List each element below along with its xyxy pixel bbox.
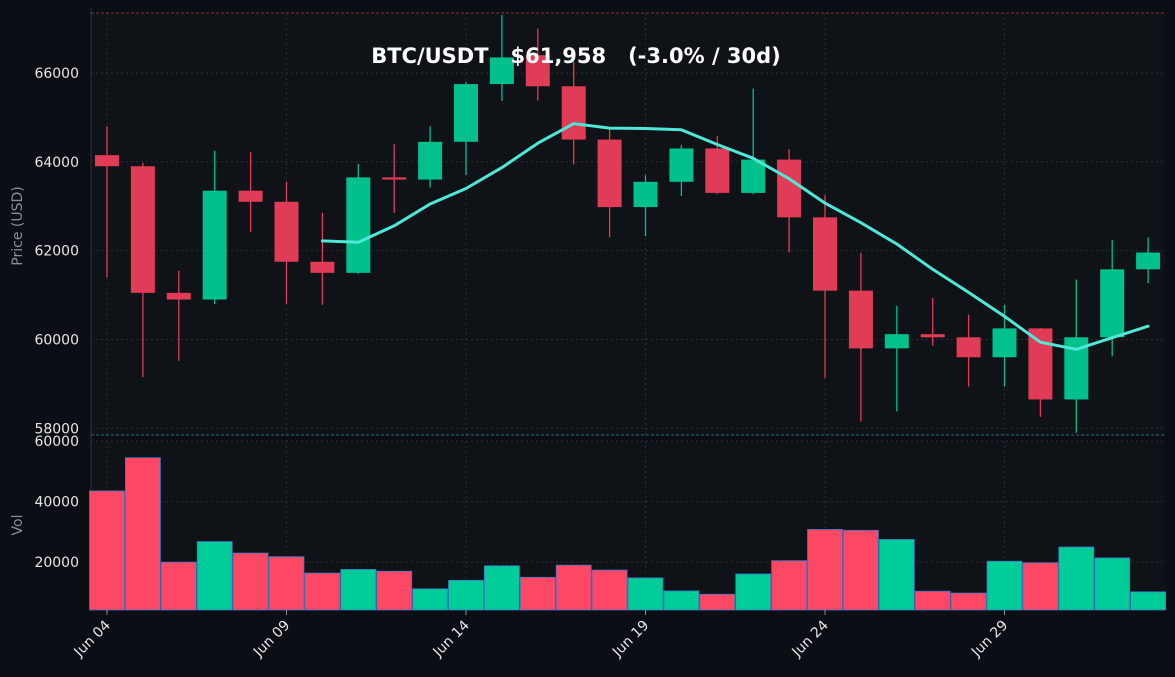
volume-bar (771, 560, 807, 611)
volume-bar (843, 529, 879, 611)
candle-body (238, 190, 263, 202)
candle-body (741, 159, 766, 193)
gridlines (90, 8, 1165, 610)
candlesticks (95, 15, 1161, 433)
candle-body (382, 177, 407, 180)
volume-bar (1130, 591, 1166, 611)
volume-tick-label: 40000 (34, 495, 79, 511)
volume-bar (125, 457, 161, 611)
candle-body (669, 148, 694, 182)
price-tick-label: 62000 (34, 244, 79, 260)
volume-bars (89, 457, 1166, 611)
candle-body (454, 84, 478, 142)
x-tick-label: Jun 04 (71, 617, 114, 660)
candle-body (777, 159, 802, 218)
volume-axis-title: Vol (10, 515, 26, 536)
candle-body (525, 55, 550, 87)
volume-bar (1022, 562, 1059, 611)
candle-body (956, 337, 981, 358)
x-tick-label: Jun 24 (789, 617, 832, 660)
candle-body (920, 334, 945, 338)
candle-body (310, 261, 335, 273)
volume-bar (448, 579, 484, 611)
candle-body (130, 166, 155, 293)
volume-tick-label: 60000 (34, 434, 79, 450)
volume-tick-label: 20000 (34, 555, 79, 571)
x-tick-label: Jun 09 (250, 618, 293, 661)
volume-bar (483, 565, 520, 611)
candle-body (848, 290, 873, 349)
volume-bar (304, 572, 341, 611)
price-tick-label: 58000 (34, 421, 79, 437)
volume-bar (340, 569, 377, 611)
candle-body (884, 334, 909, 349)
volume-bar (878, 539, 915, 611)
price-tick-label: 60000 (34, 332, 79, 348)
volume-bar (950, 592, 987, 611)
candle-body (1136, 252, 1161, 270)
volume-bar (555, 564, 592, 611)
volume-bar (268, 556, 305, 611)
volume-bar (376, 570, 413, 611)
volume-bar (591, 569, 628, 611)
volume-bar (1058, 546, 1095, 611)
volume-bar (89, 490, 125, 611)
price-tick-label: 66000 (34, 66, 79, 82)
x-tick-label: Jun 19 (609, 618, 652, 661)
candle-body (418, 141, 443, 180)
volume-bar (160, 561, 197, 611)
x-tick-label: Jun 14 (430, 617, 473, 660)
chart-title: BTC/USDT $61,958 (-3.0% / 30d) (371, 44, 781, 68)
candle-body (202, 190, 227, 300)
x-tick-label: Jun 29 (968, 618, 1011, 661)
volume-bar (735, 573, 772, 611)
volume-bar (196, 541, 233, 611)
candle-body (1100, 269, 1125, 338)
price-tick-label: 64000 (34, 155, 79, 171)
candle-body (346, 177, 371, 273)
price-panel-background (91, 13, 1165, 435)
volume-bar (663, 590, 700, 611)
price-axis-title: Price (USD) (10, 186, 26, 265)
candle-body (1028, 328, 1053, 400)
candle-body (813, 217, 837, 291)
volume-bar (807, 529, 843, 611)
moving-average-line (320, 122, 1150, 351)
volume-bar (986, 560, 1023, 611)
candle-body (489, 57, 514, 85)
volume-bar (699, 593, 736, 611)
moving-average (320, 122, 1150, 351)
candle-body (633, 181, 658, 208)
candle-body (274, 201, 299, 262)
volume-bar (412, 588, 449, 611)
volume-bar (1094, 557, 1131, 611)
volume-bar (914, 590, 951, 611)
volume-bar (627, 577, 664, 611)
volume-bar (519, 576, 556, 611)
candle-body (166, 292, 191, 300)
candle-body (597, 139, 622, 208)
candle-body (992, 328, 1017, 358)
candle-body (95, 155, 119, 167)
volume-bar (232, 552, 269, 611)
panel-separators (91, 12, 1165, 436)
candle-body (561, 86, 586, 140)
candle-body (705, 148, 730, 193)
